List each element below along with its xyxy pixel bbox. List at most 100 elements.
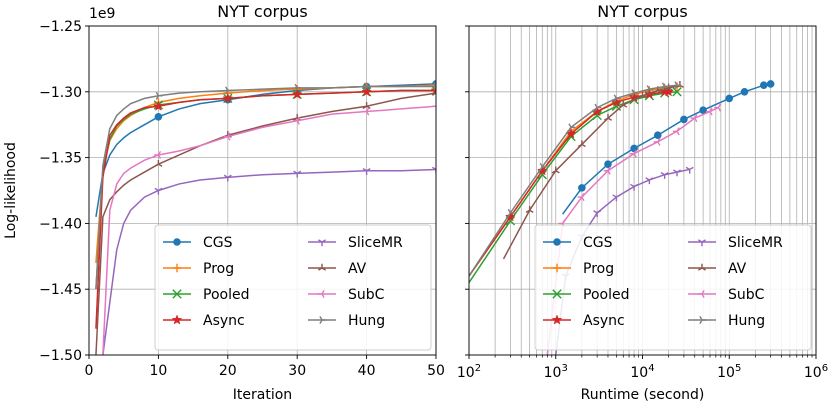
data-point-subc: [603, 166, 611, 175]
y-tick-label: −1.45: [39, 282, 82, 298]
legend-marker-subc: [317, 290, 325, 298]
legend-item-pooled: Pooled: [543, 287, 629, 303]
data-point-hung: [631, 89, 639, 98]
data-point-hung: [539, 162, 547, 171]
legend-item-prog: Prog: [163, 261, 234, 277]
series-line-subc: [546, 106, 719, 355]
data-point-hung: [674, 81, 682, 90]
y-tick-label: −1.25: [39, 19, 82, 35]
legend-marker-slicemr: [318, 239, 326, 247]
x-axis: 102 103 104 105 106: [457, 355, 828, 381]
data-point-cgs: [578, 184, 586, 192]
series-line-hung: [469, 84, 678, 277]
data-point-async: [536, 165, 548, 176]
legend-marker-async: [171, 314, 183, 325]
data-point-cgs: [766, 80, 775, 88]
data-point-hung: [661, 82, 669, 91]
data-point-subc: [714, 103, 722, 112]
legend-label: SliceMR: [728, 235, 783, 251]
legend-label: CGS: [583, 235, 613, 251]
data-point-cgs: [759, 81, 768, 90]
series-slicemr: [102, 166, 436, 355]
data-point-cgs: [699, 106, 707, 115]
legend-label: Prog: [203, 261, 234, 277]
data-point-av: [577, 140, 586, 148]
y-multiplier: 1e9: [89, 6, 115, 22]
legend-label: Prog: [583, 261, 614, 277]
data-point-av: [551, 166, 560, 174]
chart-title: NYT corpus: [217, 2, 307, 21]
data-point-cgs: [154, 113, 163, 121]
chart-right-runtime: 102 103 104 105 106 Runtime (second) NYT corpu…: [457, 2, 828, 403]
legend: CGS Prog Pooled Async SliceMR AV SubC Hung: [534, 224, 812, 351]
data-point-slicemr: [432, 166, 436, 174]
series-subc: [102, 104, 436, 355]
series-line-async: [95, 89, 436, 329]
data-point-slicemr: [660, 172, 669, 179]
series-async: [95, 84, 436, 329]
legend-marker-prog: [552, 263, 562, 273]
data-point-subc: [705, 107, 713, 116]
legend-marker-av: [318, 263, 326, 271]
x-tick-label: 30: [288, 363, 306, 379]
data-point-subc: [362, 107, 370, 116]
data-point-async: [361, 86, 373, 97]
series-line-subc: [102, 105, 436, 355]
legend-label: Pooled: [203, 287, 249, 303]
legend-item-av: AV: [688, 261, 747, 277]
y-tick-label: −1.35: [39, 151, 82, 167]
legend-item-slicemr: SliceMR: [308, 235, 403, 251]
data-point-cgs: [604, 160, 612, 168]
y-tick-label: −1.30: [39, 85, 82, 101]
data-point-cgs: [653, 131, 662, 140]
y-axis: [465, 25, 469, 356]
data-point-cgs: [740, 88, 749, 96]
data-point-subc: [223, 132, 231, 141]
data-point-slicemr: [630, 183, 639, 191]
data-point-slicemr: [593, 210, 602, 218]
legend-label: SubC: [728, 287, 765, 303]
legend-marker-av: [698, 263, 706, 271]
legend-marker-prog: [172, 263, 182, 273]
data-point-av: [638, 91, 647, 99]
axes-frame: [88, 25, 437, 356]
data-point-av: [362, 102, 371, 109]
y-tick-label: −1.40: [39, 216, 82, 232]
data-point-av: [154, 159, 163, 167]
data-point-hung: [507, 208, 515, 217]
legend-marker-hung: [319, 316, 327, 324]
legend-label: Hung: [348, 313, 385, 329]
legend-marker-pooled: [552, 289, 562, 299]
data-point-hung: [225, 86, 233, 95]
legend-marker-pooled: [172, 289, 182, 299]
data-point-async: [663, 86, 675, 97]
plot-area: [469, 80, 775, 355]
data-point-subc: [629, 149, 637, 158]
data-point-av: [619, 100, 628, 108]
data-point-subc: [577, 193, 585, 202]
y-tick-label: −1.50: [39, 348, 82, 364]
legend-item-prog: Prog: [543, 261, 614, 277]
data-point-hung: [646, 85, 654, 94]
data-point-slicemr: [673, 169, 682, 177]
legend-marker-cgs: [553, 238, 561, 246]
series-line-cgs: [95, 83, 436, 217]
legend-box: [154, 224, 432, 351]
legend-item-async: Async: [163, 313, 245, 329]
x-tick-label: 106: [804, 363, 828, 381]
data-point-prog: [431, 81, 436, 90]
legend-marker-cgs: [173, 238, 181, 246]
x-tick-label: 103: [544, 363, 568, 381]
x-tick-label: 40: [358, 363, 376, 379]
legend-item-async: Async: [543, 313, 625, 329]
data-point-subc: [653, 137, 661, 146]
legend-label: Hung: [728, 313, 765, 329]
data-point-av: [525, 206, 534, 213]
legend-label: SubC: [348, 287, 385, 303]
series-line-cgs: [562, 83, 771, 215]
data-point-slicemr: [223, 174, 232, 182]
x-axis-label: Runtime (second): [581, 387, 705, 403]
legend: CGS Prog Pooled Async SliceMR AV SubC Hung: [154, 224, 432, 351]
legend-label: CGS: [203, 235, 233, 251]
data-point-pooled: [592, 110, 602, 121]
